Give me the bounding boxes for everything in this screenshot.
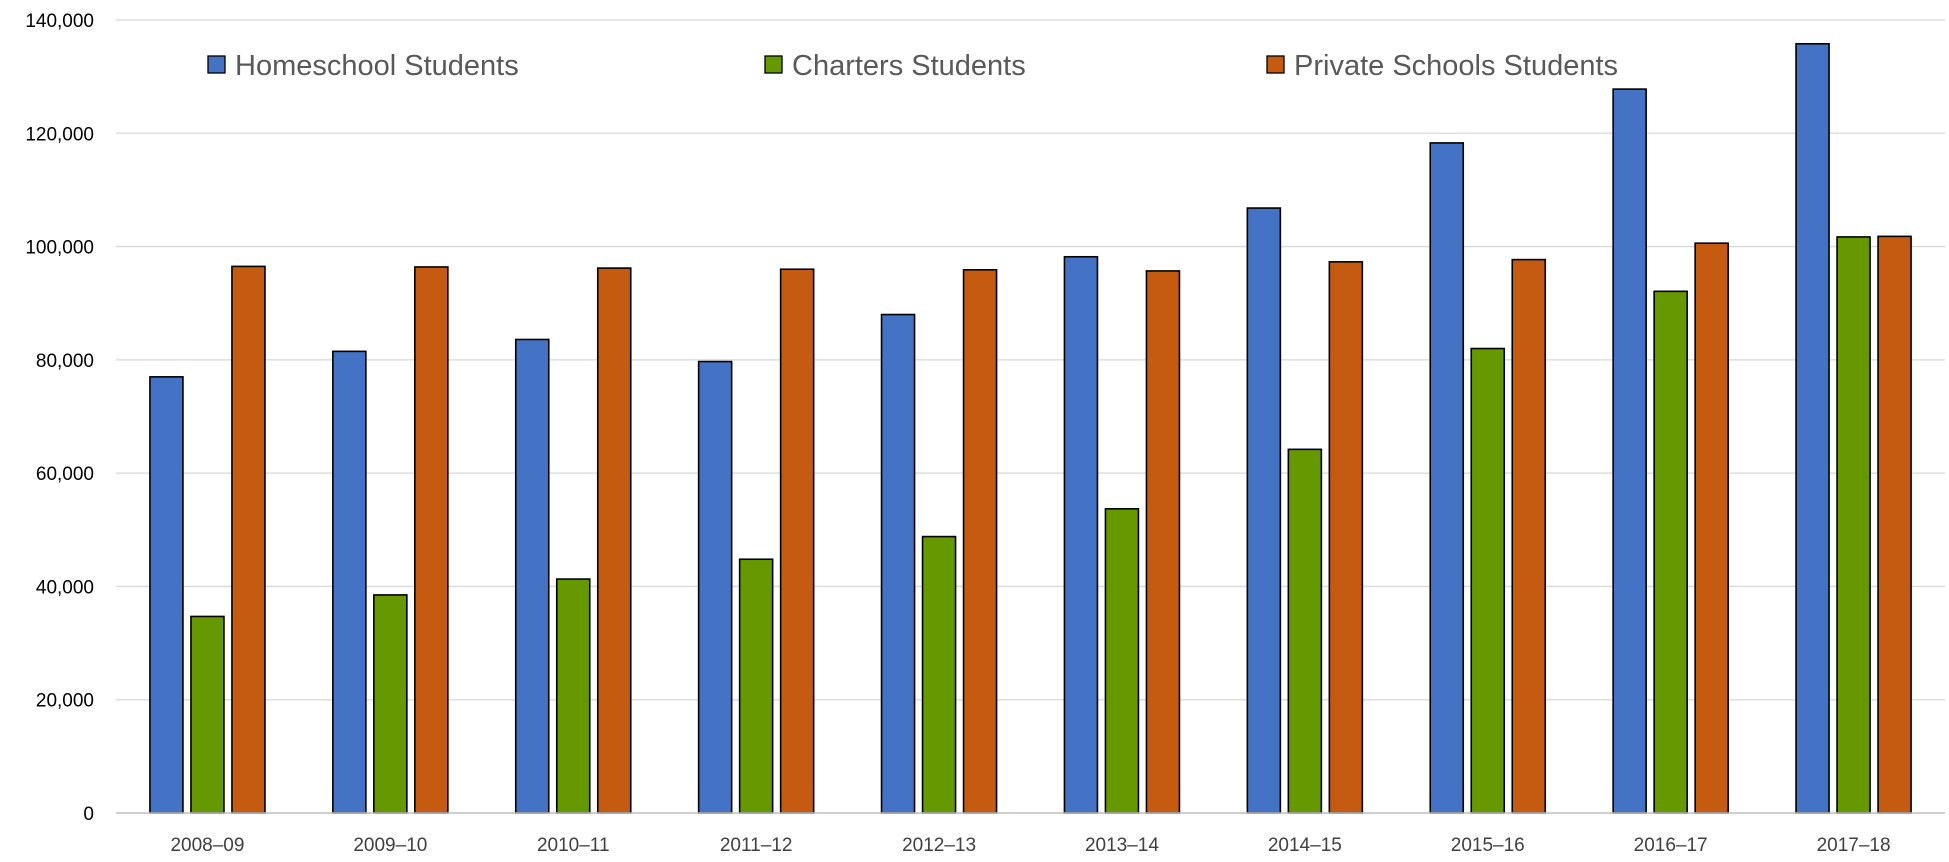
bar-private-schools (232, 266, 265, 813)
bar-homeschool (1430, 143, 1463, 813)
bar-homeschool (150, 377, 183, 813)
bar-private-schools (781, 269, 814, 813)
y-tick-label: 60,000 (36, 464, 94, 485)
bar-charters (1837, 237, 1870, 813)
legend-label-charters: Charters Students (792, 50, 1026, 82)
y-tick-label: 140,000 (25, 11, 94, 32)
x-tick-label: 2015–16 (1451, 835, 1525, 856)
bar-charters (374, 595, 407, 813)
bar-private-schools (964, 270, 997, 813)
y-tick-label: 0 (83, 804, 94, 825)
x-axis-ticks: 2008–09 2009–10 2010–11 2011–12 2012–13 2013–… (170, 835, 1890, 856)
x-tick-label: 2009–10 (353, 835, 427, 856)
y-tick-label: 120,000 (25, 124, 94, 145)
bar-private-schools (1878, 236, 1911, 813)
bars (150, 44, 1911, 813)
bar-charters (557, 579, 590, 813)
y-tick-label: 40,000 (36, 577, 94, 598)
x-tick-label: 2014–15 (1268, 835, 1342, 856)
bar-homeschool (1796, 44, 1829, 813)
bar-private-schools (1329, 262, 1362, 813)
bar-charters (1105, 509, 1138, 813)
bar-charters (923, 537, 956, 813)
bar-private-schools (1146, 271, 1179, 813)
bar-homeschool (516, 339, 549, 813)
y-tick-label: 100,000 (25, 238, 94, 259)
bar-charters (1288, 449, 1321, 813)
x-tick-label: 2017–18 (1817, 835, 1891, 856)
legend-label-homeschool: Homeschool Students (235, 50, 519, 82)
bar-homeschool (1613, 89, 1646, 813)
x-tick-label: 2008–09 (170, 835, 244, 856)
bar-charters (1471, 349, 1504, 813)
legend-swatch-charters (765, 56, 782, 73)
y-tick-label: 20,000 (36, 691, 94, 712)
bar-private-schools (1695, 243, 1728, 813)
bar-charters (191, 616, 224, 813)
x-tick-label: 2011–12 (720, 835, 793, 856)
bar-private-schools (1512, 260, 1545, 813)
y-axis-ticks: 0 20,000 40,000 60,000 80,000 100,000 120,000 1… (25, 11, 94, 825)
legend-label-private-schools: Private Schools Students (1294, 50, 1618, 82)
x-tick-label: 2010–11 (537, 835, 610, 856)
bar-homeschool (699, 362, 732, 813)
bar-charters (1654, 291, 1687, 813)
bar-homeschool (333, 351, 366, 813)
x-tick-label: 2016–17 (1634, 835, 1708, 856)
bar-charters (740, 559, 773, 813)
bar-homeschool (1064, 257, 1097, 813)
bar-homeschool (1247, 208, 1280, 813)
bar-homeschool (882, 315, 915, 813)
x-tick-label: 2012–13 (902, 835, 976, 856)
legend: Homeschool Students Charters Students Priv… (208, 50, 1618, 82)
bar-private-schools (598, 268, 631, 813)
x-tick-label: 2013–14 (1085, 835, 1159, 856)
bar-private-schools (415, 267, 448, 813)
legend-swatch-homeschool (208, 56, 225, 73)
legend-swatch-private-schools (1267, 56, 1284, 73)
y-tick-label: 80,000 (36, 351, 94, 372)
